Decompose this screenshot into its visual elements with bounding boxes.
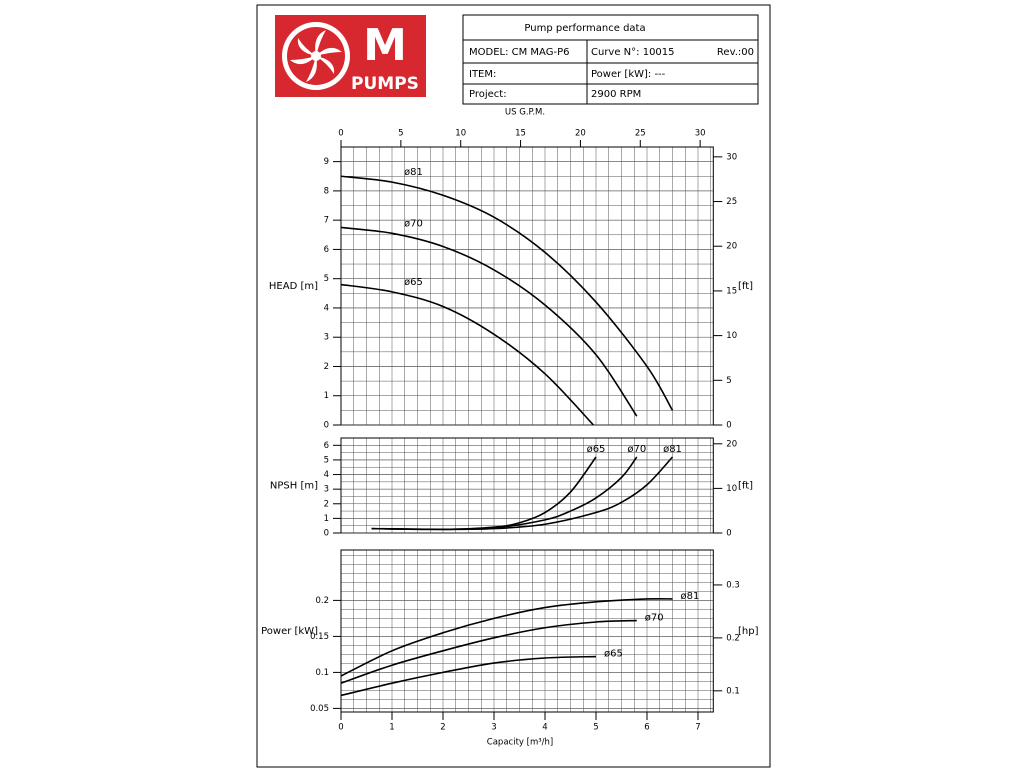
x2-tick-label: 20 [575, 129, 586, 139]
header-table [462, 14, 759, 105]
curve-label: ø65 [404, 277, 423, 288]
plot-frame [340, 549, 714, 713]
x-tick-label: 6 [644, 723, 649, 733]
y-tick-label: 0.05 [310, 704, 329, 714]
x2-tick-label: 10 [455, 129, 466, 139]
y-tick-label: 4 [324, 303, 329, 313]
y2-tick-label: 10 [726, 331, 737, 341]
y2-tick-label: 20 [726, 242, 737, 252]
curve-label: ø81 [404, 167, 423, 178]
header-rev: Rev.:00 [717, 47, 754, 58]
curve-label: ø81 [663, 444, 682, 455]
logo: M PUMPS [275, 15, 426, 97]
y-tick-label: 7 [324, 216, 329, 226]
x-tick-label: 0 [338, 723, 343, 733]
x2-tick-label: 0 [338, 129, 343, 139]
y-tick-label: 5 [324, 274, 329, 284]
logo-letter: M [363, 20, 407, 71]
y2-tick-label: 15 [726, 286, 737, 296]
x2-tick-label: 15 [515, 129, 526, 139]
y2-tick-label: 0.1 [726, 686, 740, 696]
y-tick-label: 3 [324, 333, 329, 343]
curve-label: ø81 [681, 591, 700, 602]
curve-label: ø65 [587, 444, 606, 455]
plot-frame [340, 437, 714, 534]
header-title: Pump performance data [524, 23, 645, 34]
y-tick-label: 0.1 [315, 668, 329, 678]
y-tick-label: 9 [324, 157, 329, 167]
header-model: MODEL: CM MAG-P6 [469, 47, 569, 58]
y2-axis-label: [ft] [738, 281, 753, 292]
y-tick-label: 5 [324, 455, 329, 465]
logo-brand: PUMPS [351, 74, 419, 94]
y-tick-label: 2 [324, 362, 329, 372]
header-curve: Curve N°: 10015 [591, 47, 675, 58]
x-tick-label: 5 [593, 723, 598, 733]
header-project: Project: [469, 89, 507, 100]
y-tick-label: 3 [324, 485, 329, 495]
plot: 0.05 0.1 0.15 0.2 0.1 0.2 0.3 Power [kW] [hp] 0 1 2… [261, 549, 759, 748]
y2-tick-label: 0 [726, 529, 731, 539]
y2-tick-label: 20 [726, 439, 737, 449]
x-tick-label: 4 [542, 723, 547, 733]
curve [340, 655, 597, 697]
curve-label: ø65 [604, 649, 623, 660]
plot: 0 1 2 3 4 5 6 7 8 9 0 5 10 15 20 25 30 HEAD [m] [ft] 0 5 10 15… [269, 108, 753, 431]
y-axis-label: HEAD [m] [269, 281, 318, 292]
curve-label: ø70 [645, 613, 664, 624]
curve-label: ø70 [404, 218, 423, 229]
y2-axis-label: [hp] [738, 626, 759, 637]
y2-tick-label: 0.3 [726, 580, 740, 590]
x-tick-label: 3 [491, 723, 496, 733]
x2-tick-label: 25 [635, 129, 646, 139]
x-tick-label: 2 [440, 723, 445, 733]
y-axis-label: NPSH [m] [270, 481, 318, 492]
y-tick-label: 0 [324, 421, 329, 431]
y-tick-label: 0.15 [310, 632, 329, 642]
plot: 0 1 2 3 4 5 6 0 10 20 NPSH [m] [ft] ø65 ø70 ø81 [270, 437, 753, 539]
curve-label: ø70 [627, 444, 646, 455]
header-power: Power [kW]: --- [591, 69, 666, 80]
header-item: ITEM: [469, 69, 496, 80]
curve [340, 175, 674, 411]
y2-tick-label: 0.2 [726, 633, 740, 643]
curve [340, 597, 673, 677]
x-axis-label: Capacity [m³/h] [487, 738, 553, 748]
curve [340, 226, 638, 417]
curve [340, 283, 595, 426]
x2-axis-label: US G.P.M. [505, 108, 545, 118]
x-tick-label: 1 [389, 723, 394, 733]
y-tick-label: 8 [324, 186, 329, 196]
y-tick-label: 6 [324, 441, 329, 451]
y2-tick-label: 25 [726, 197, 737, 207]
y-tick-label: 6 [324, 245, 329, 255]
y-tick-label: 1 [324, 514, 329, 524]
y2-tick-label: 30 [726, 152, 737, 162]
y-axis-label: Power [kW] [261, 626, 318, 637]
y2-tick-label: 5 [726, 376, 731, 386]
y2-tick-label: 10 [726, 484, 737, 494]
y2-axis-label: [ft] [738, 481, 753, 492]
y-tick-label: 0.2 [315, 596, 329, 606]
y-tick-label: 1 [324, 391, 329, 401]
curve [371, 456, 674, 531]
y-tick-label: 4 [324, 470, 329, 480]
page-border [256, 4, 771, 768]
y2-tick-label: 0 [726, 421, 731, 431]
header-speed: 2900 RPM [591, 89, 641, 100]
y-tick-label: 2 [324, 499, 329, 509]
x2-tick-label: 30 [695, 129, 706, 139]
y-tick-label: 0 [324, 529, 329, 539]
x2-tick-label: 5 [398, 129, 403, 139]
x-tick-label: 7 [695, 723, 700, 733]
curve [340, 619, 637, 684]
